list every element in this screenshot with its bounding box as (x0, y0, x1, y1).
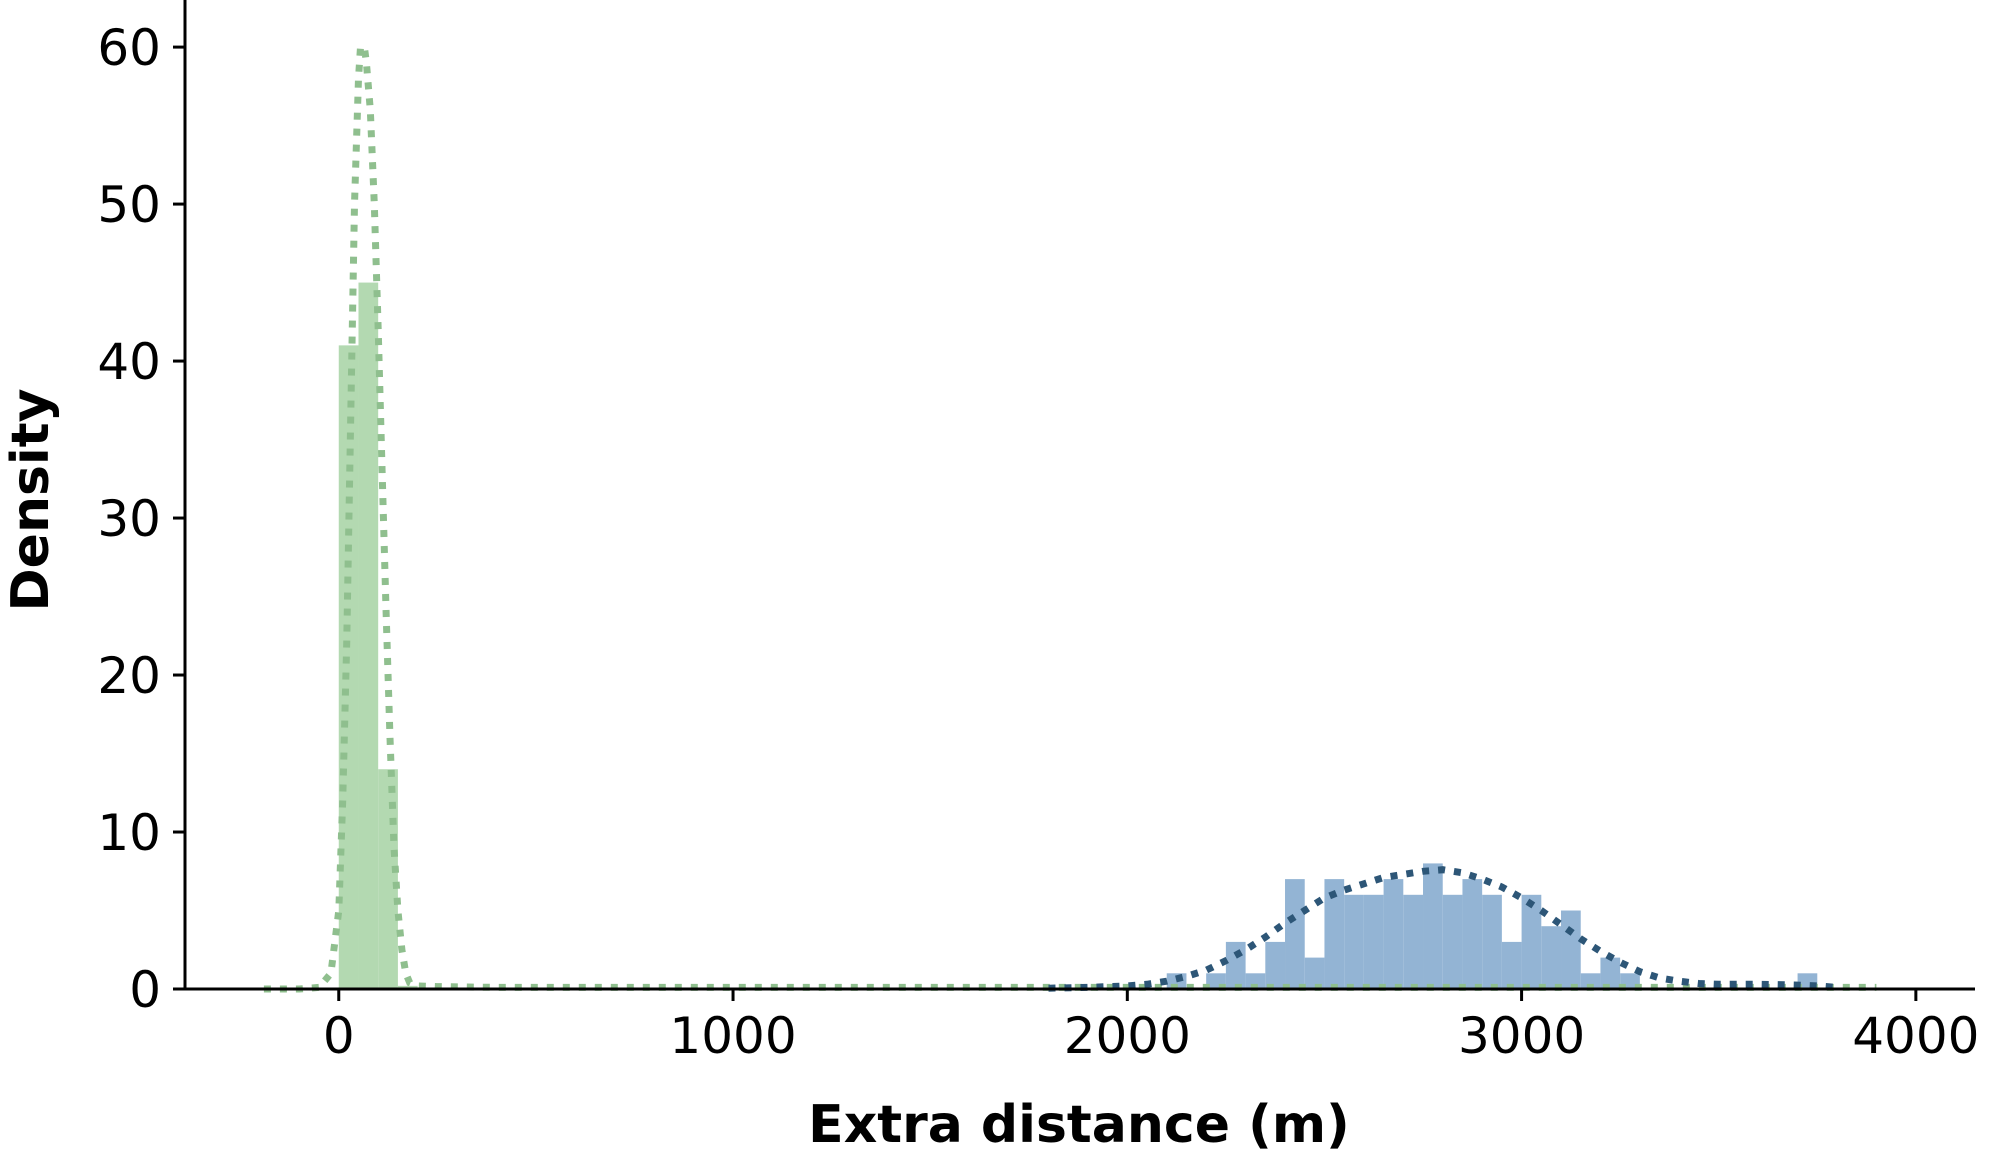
y-tick-label: 30 (97, 490, 161, 548)
histogram-bars-layer (338, 282, 1818, 990)
y-tick-label: 40 (97, 333, 161, 391)
histogram-bar (1363, 894, 1384, 989)
histogram-bar (397, 985, 418, 989)
histogram-bar (1344, 894, 1364, 989)
x-axis-title: Extra distance (m) (808, 1095, 1350, 1155)
histogram-bar (1403, 894, 1424, 989)
y-axis-title: Density (1, 389, 61, 612)
kde-curve (263, 43, 1877, 993)
histogram-bar (1580, 973, 1601, 989)
y-tick-label: 60 (97, 19, 161, 77)
x-ticks: 0 1000 2000 3000 4000 (323, 989, 1979, 1065)
x-tick-label: 4000 (1852, 1007, 1979, 1065)
y-tick-label: 20 (97, 647, 161, 705)
histogram-bar (1225, 941, 1246, 989)
histogram-bar (1442, 894, 1463, 989)
histogram-bar (1265, 941, 1286, 989)
y-ticks: 0 10 20 30 40 50 60 (97, 19, 185, 1019)
y-tick-label: 0 (129, 961, 161, 1019)
histogram-bar (1521, 894, 1542, 989)
histogram-bar (1501, 941, 1522, 989)
y-tick-label: 10 (97, 804, 161, 862)
axes-layer (183, 0, 1975, 991)
kde-curve (1048, 866, 1838, 992)
histogram-bar (1383, 879, 1404, 989)
histogram-bar (358, 282, 379, 990)
histogram-bar (1285, 879, 1305, 989)
histogram-bar (1245, 973, 1266, 989)
x-tick-label: 0 (323, 1007, 355, 1065)
histogram-bar (1462, 879, 1483, 989)
histogram-bar (1600, 957, 1621, 989)
y-tick-label: 50 (97, 176, 161, 234)
x-tick-label: 2000 (1064, 1007, 1191, 1065)
kde-curves-layer (263, 43, 1877, 993)
x-tick-label: 3000 (1458, 1007, 1585, 1065)
x-tick-label: 1000 (669, 1007, 796, 1065)
histogram-bar (1482, 894, 1502, 989)
histogram-bar (1561, 910, 1581, 989)
histogram-bar (1541, 926, 1562, 989)
histogram-bar (338, 345, 359, 989)
histogram-bar (1324, 879, 1345, 989)
histogram-bar (1304, 957, 1325, 989)
histogram-bar (1423, 863, 1443, 989)
